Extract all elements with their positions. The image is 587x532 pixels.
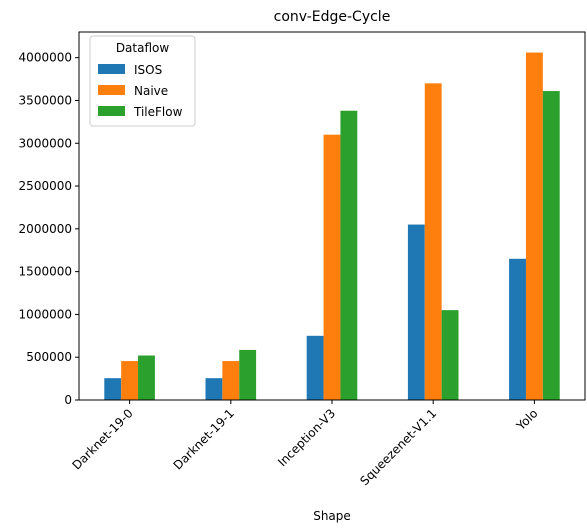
y-tick-label: 1500000 <box>19 265 72 279</box>
y-tick-label: 1000000 <box>19 307 72 321</box>
y-tick-label: 3000000 <box>19 136 72 150</box>
bar-isos-darknet-19-1 <box>205 378 223 400</box>
x-tick-label: Darknet-19-1 <box>171 406 237 472</box>
bar-naive-yolo <box>525 52 543 400</box>
legend-swatch-naive <box>98 85 125 95</box>
x-tick-label: Inception-V3 <box>275 406 338 469</box>
bar-tileflow-yolo <box>542 91 560 401</box>
x-tick-label: Yolo <box>513 406 540 433</box>
legend: Dataflow ISOS Naive TileFlow <box>89 35 196 127</box>
bar-naive-inception-v3 <box>323 134 341 400</box>
y-tick-label: 0 <box>64 393 72 407</box>
legend-swatch-isos <box>98 64 125 74</box>
bar-tileflow-inception-v3 <box>340 110 358 400</box>
legend-label-tileflow: TileFlow <box>133 105 183 119</box>
y-tick-label: 2500000 <box>19 179 72 193</box>
y-tick-label: 3500000 <box>19 93 72 107</box>
x-axis: Darknet-19-0 Darknet-19-1 Inception-V3 Sque… <box>69 400 541 488</box>
legend-label-naive: Naive <box>134 84 168 98</box>
legend-title: Dataflow <box>116 41 170 55</box>
plot-frame <box>78 31 586 401</box>
bars-group <box>104 52 560 401</box>
bar-tileflow-darknet-19-0 <box>138 355 155 400</box>
bar-naive-squeezenet-v1-1 <box>424 83 442 400</box>
x-tick-label: Darknet-19-0 <box>69 406 135 472</box>
bar-isos-squeezenet-v1-1 <box>407 224 425 400</box>
bar-tileflow-darknet-19-1 <box>239 349 257 400</box>
legend-box <box>89 35 196 127</box>
x-axis-label: Shape <box>313 509 351 523</box>
bar-tileflow-squeezenet-v1-1 <box>441 310 459 400</box>
bar-naive-darknet-19-1 <box>222 361 240 400</box>
x-tick-label: Squeezenet-V1.1 <box>357 406 439 488</box>
y-tick-label: 2000000 <box>19 222 72 236</box>
bar-isos-inception-v3 <box>306 335 324 400</box>
y-tick-label: 500000 <box>26 350 72 364</box>
y-tick-label: 4000000 <box>19 51 72 65</box>
legend-label-isos: ISOS <box>134 63 162 77</box>
y-axis: 0 500000 1000000 1500000 2000000 2500000 30000… <box>19 51 79 407</box>
bar-isos-yolo <box>509 258 526 400</box>
bar-naive-darknet-19-0 <box>121 361 139 400</box>
chart-title: conv-Edge-Cycle <box>274 9 391 25</box>
bar-isos-darknet-19-0 <box>104 378 122 400</box>
legend-swatch-tileflow <box>98 106 125 116</box>
